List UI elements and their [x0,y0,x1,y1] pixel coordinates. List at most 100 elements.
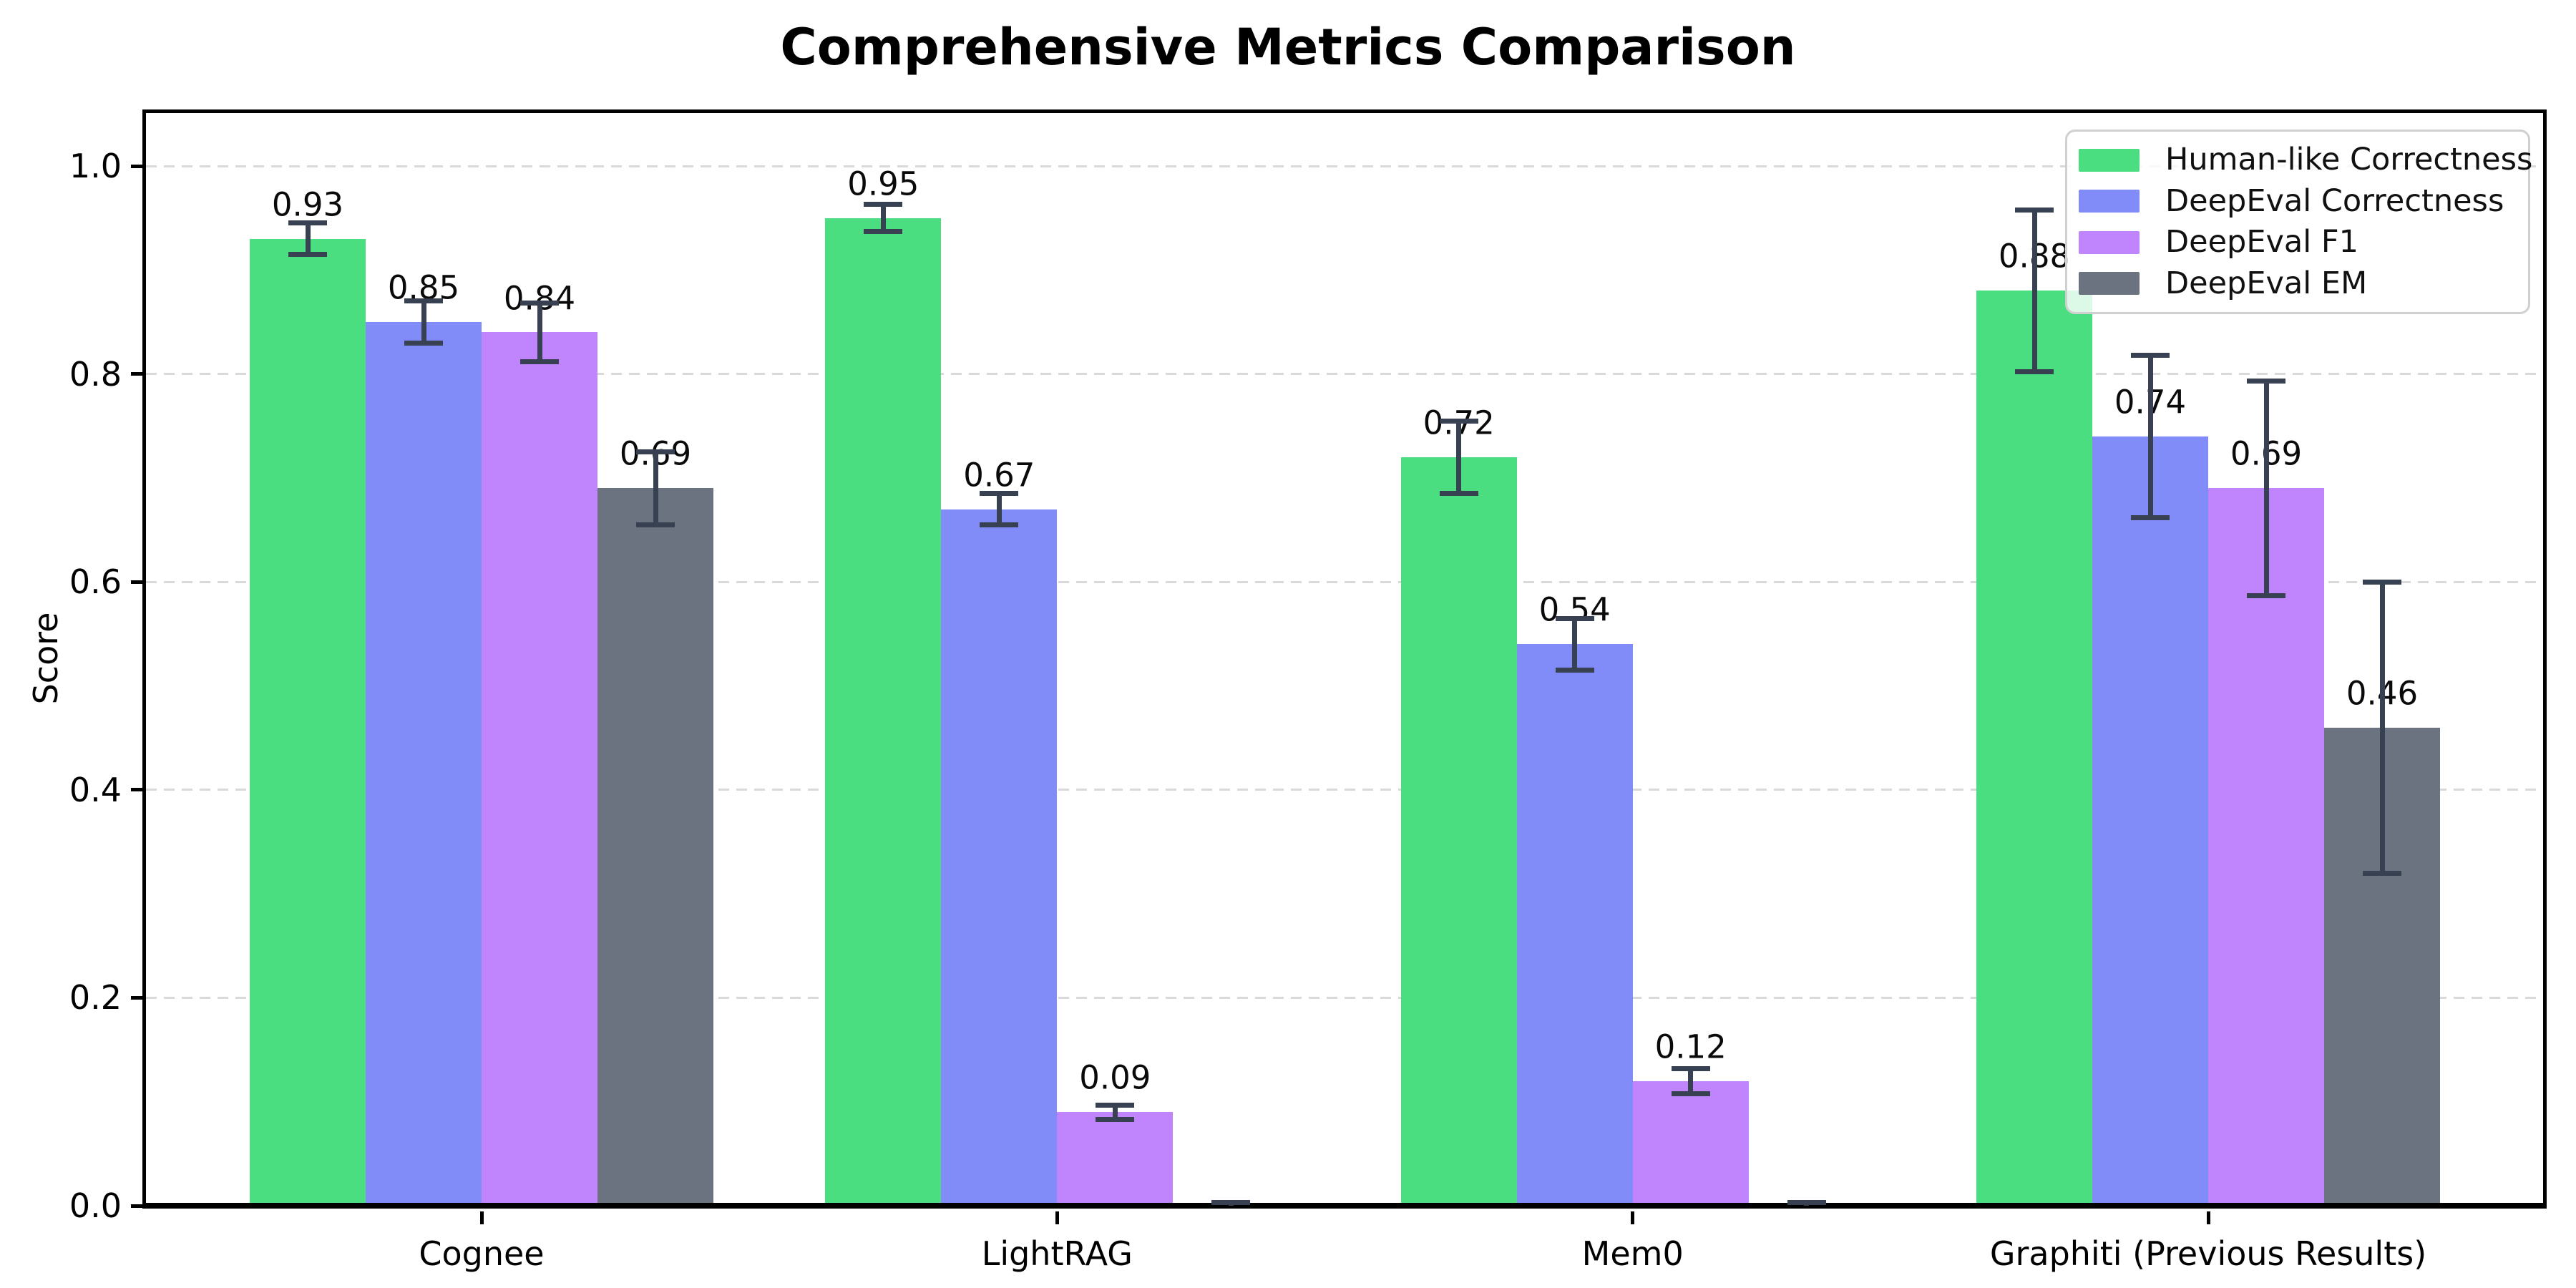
bar-value-label: 0.93 [271,185,344,224]
y-tick-label: 0.2 [69,978,122,1018]
error-bar-cap-top [1787,1200,1826,1206]
gridline [146,996,2543,999]
bar-value-label: 0.95 [847,165,919,203]
error-bar-cap-bottom [864,229,903,235]
error-bar [880,204,886,232]
y-tick-mark [131,1204,142,1208]
error-bar-cap-top [2131,352,2170,358]
error-bar-cap-bottom [1439,491,1478,497]
legend-swatch [2079,190,2140,213]
error-bar [2263,381,2269,596]
error-bar-cap-top [636,449,675,455]
y-tick-mark [131,372,142,376]
error-bar-cap-top [1211,1200,1251,1206]
error-bar-cap-bottom [2247,592,2285,598]
bar [2208,488,2324,1206]
right-spine [2543,109,2547,1209]
error-bar [1112,1105,1118,1120]
error-bar-cap-bottom [636,522,675,527]
gridline [146,373,2543,376]
legend-swatch [2079,148,2140,172]
y-tick-mark [131,164,142,168]
chart-title: Comprehensive Metrics Comparison [780,18,1796,77]
x-tick-label: Cognee [419,1234,545,1273]
bar [1632,1080,1749,1206]
x-tick-mark [1631,1211,1635,1224]
left-spine [142,109,146,1209]
error-bar-cap-top [288,220,327,226]
legend-swatch [2079,272,2140,296]
error-bar-cap-top [864,202,903,208]
y-tick-label: 0.8 [69,354,122,394]
legend-item: DeepEval Correctness [2079,182,2517,219]
error-bar-cap-top [520,301,559,306]
legend-item-label: DeepEval Correctness [2165,182,2504,219]
legend-item: DeepEval EM [2079,268,2517,299]
bar [366,321,482,1206]
error-bar-cap-top [2363,579,2401,585]
error-bar-cap-top [1555,615,1594,621]
bar [1516,644,1633,1206]
bar [1976,291,2092,1206]
error-bar [421,301,426,343]
bar-value-label: 0.85 [387,268,460,307]
bar [482,332,597,1206]
error-bar-cap-bottom [1671,1091,1710,1096]
bar [1057,1112,1174,1206]
error-bar [653,452,658,525]
bar [1400,457,1517,1206]
bar [250,238,366,1206]
x-tick-mark [479,1211,484,1224]
plot-area: Human-like Correctness DeepEval Correctne… [69,109,2547,1270]
gridline [146,165,2543,167]
error-bar-cap-bottom [288,252,327,258]
error-bar-cap-bottom [1555,668,1594,673]
y-tick-mark [131,580,142,584]
x-tick-label: Graphiti (Previous Results) [1989,1234,2427,1273]
error-bar [1456,421,1462,494]
error-bar [537,303,542,362]
gridline [146,789,2543,791]
error-bar [1688,1068,1694,1094]
error-bar [2147,355,2153,518]
y-tick-label: 0.0 [69,1186,122,1225]
legend-item-label: DeepEval F1 [2165,224,2358,260]
bar [2092,436,2208,1206]
x-tick-mark [2206,1211,2210,1224]
error-bar-cap-bottom [404,340,443,346]
error-bar-cap-bottom [2131,514,2170,520]
legend-item-label: DeepEval EM [2165,265,2368,301]
y-tick-mark [131,788,142,792]
x-tick-label: Mem0 [1581,1234,1684,1273]
bar [597,488,713,1206]
y-tick-label: 0.6 [69,562,122,602]
legend-item: DeepEval F1 [2079,227,2517,258]
legend-swatch [2079,230,2140,254]
error-bar [996,493,1002,525]
legend-item: Human-like Correctness [2079,145,2532,175]
x-axis-line [142,1203,2547,1209]
bar [941,509,1058,1206]
error-bar-cap-bottom [2015,369,2054,375]
legend-item-label: Human-like Correctness [2165,142,2533,177]
error-bar-cap-bottom [2363,870,2401,876]
error-bar-cap-bottom [980,522,1019,527]
bar-value-label: 0.09 [1079,1058,1151,1097]
y-axis-label: Score [26,612,65,705]
error-bar-cap-bottom [1096,1116,1135,1122]
legend: Human-like Correctness DeepEval Correctne… [2065,130,2532,314]
error-bar-cap-bottom [520,358,559,364]
y-tick-mark [131,995,142,1000]
error-bar-cap-top [2247,379,2285,384]
error-bar [1572,618,1578,670]
error-bar-cap-top [980,491,1019,497]
bar-value-label: 0.67 [963,456,1035,494]
error-bar [2379,582,2385,874]
error-bar-cap-top [1671,1065,1710,1071]
top-spine [142,109,2547,113]
y-tick-label: 1.0 [69,147,122,185]
x-tick-label: LightRAG [981,1234,1133,1273]
error-bar [305,223,311,255]
error-bar [2031,210,2037,372]
error-bar-cap-top [1439,418,1478,424]
